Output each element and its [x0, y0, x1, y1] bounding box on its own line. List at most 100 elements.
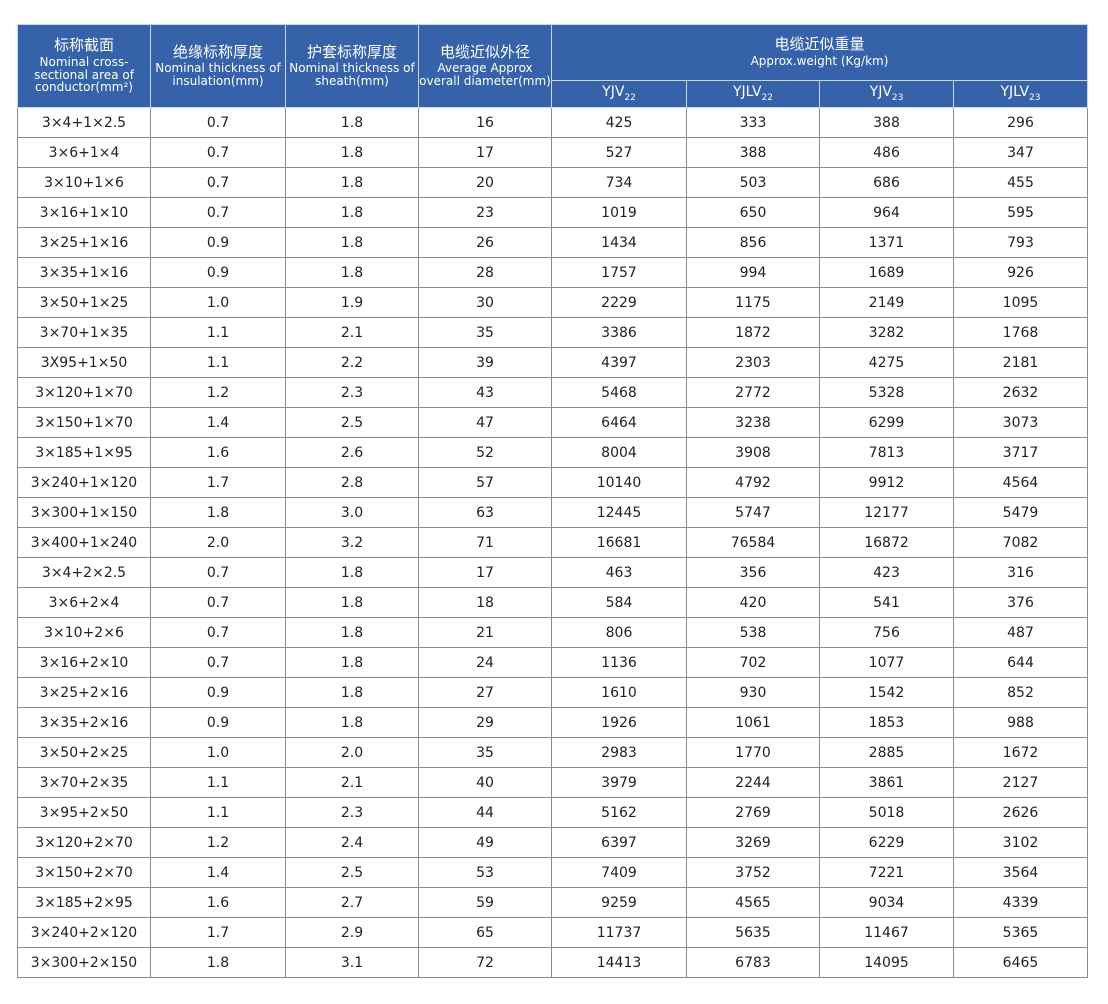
cell: 3717	[953, 437, 1088, 468]
header-zh: 护套标称厚度	[306, 42, 397, 61]
cell: 3×150+2×70	[17, 857, 151, 888]
data-row: 3×4+2×2.5 0.7 1.8 17 463 356 423 316	[17, 557, 1088, 588]
cell: 425	[551, 107, 687, 138]
cell: 3386	[551, 317, 687, 348]
cell: 1.9	[285, 287, 419, 318]
model-sub: 22	[761, 92, 773, 103]
group-en: Approx.weight (Kg/km)	[750, 54, 889, 69]
cell: 1175	[686, 287, 820, 318]
cell: 3×10+2×6	[17, 617, 151, 648]
cell: 1.8	[285, 197, 419, 228]
cell: 0.9	[150, 677, 286, 708]
cell: 7082	[953, 527, 1088, 558]
cell: 3×16+2×10	[17, 647, 151, 678]
cell: 3.1	[285, 947, 419, 978]
header-en: Nominal thickness of insulation(mm)	[155, 61, 281, 88]
cell: 1.7	[150, 467, 286, 498]
cell: 1926	[551, 707, 687, 738]
cell: 1.2	[150, 377, 286, 408]
cell: 1077	[819, 647, 954, 678]
cell: 49	[418, 827, 552, 858]
cell: 686	[819, 167, 954, 198]
data-row: 3×120+2×70 1.2 2.4 49 6397 3269 6229 3102	[17, 827, 1088, 858]
cell: 2181	[953, 347, 1088, 378]
cell: 3×4+2×2.5	[17, 557, 151, 588]
cell: 1.8	[285, 677, 419, 708]
cell: 3.0	[285, 497, 419, 528]
cell: 18	[418, 587, 552, 618]
cell: 1.8	[150, 497, 286, 528]
cell: 1872	[686, 317, 820, 348]
cell: 26	[418, 227, 552, 258]
cell: 4397	[551, 347, 687, 378]
cell: 40	[418, 767, 552, 798]
cell: 2149	[819, 287, 954, 318]
cell: 1095	[953, 287, 1088, 318]
cell: 3752	[686, 857, 820, 888]
model-name: YJV	[602, 83, 625, 100]
cell: 3×300+1×150	[17, 497, 151, 528]
cell: 0.7	[150, 197, 286, 228]
cell: 2244	[686, 767, 820, 798]
cell: 6465	[953, 947, 1088, 978]
cell: 23	[418, 197, 552, 228]
cell: 6464	[551, 407, 687, 438]
header-zh: 标称截面	[53, 36, 114, 55]
cell: 1.0	[150, 737, 286, 768]
cell: 856	[686, 227, 820, 258]
cell: 806	[551, 617, 687, 648]
subheader-cell: YJLV22	[686, 80, 820, 108]
cell: 2303	[686, 347, 820, 378]
cell: 9034	[819, 887, 954, 918]
data-row: 3×150+1×70 1.4 2.5 47 6464 3238 6299 3073	[17, 407, 1088, 438]
cell: 17	[418, 557, 552, 588]
data-row: 3×16+1×10 0.7 1.8 23 1019 650 964 595	[17, 197, 1088, 228]
cell: 1.8	[285, 107, 419, 138]
model-sub: 23	[1029, 92, 1041, 103]
cell: 1.8	[285, 647, 419, 678]
cell: 347	[953, 137, 1088, 168]
data-row: 3×10+1×6 0.7 1.8 20 734 503 686 455	[17, 167, 1088, 198]
cell: 463	[551, 557, 687, 588]
cell: 5365	[953, 917, 1088, 948]
cell: 3×185+1×95	[17, 437, 151, 468]
header-zh: 电缆近似外径	[439, 42, 530, 61]
model-sub: 22	[624, 92, 636, 103]
data-row: 3×240+2×120 1.7 2.9 65 11737 5635 11467 5365	[17, 917, 1088, 948]
cell: 388	[686, 137, 820, 168]
cell: 8004	[551, 437, 687, 468]
cell: 2.0	[150, 527, 286, 558]
cell: 35	[418, 317, 552, 348]
cell: 2229	[551, 287, 687, 318]
cell: 3564	[953, 857, 1088, 888]
cell: 0.7	[150, 167, 286, 198]
cell: 333	[686, 107, 820, 138]
cell: 487	[953, 617, 1088, 648]
cell: 4275	[819, 347, 954, 378]
cell: 1.8	[285, 557, 419, 588]
cell: 5468	[551, 377, 687, 408]
cell: 1.6	[150, 887, 286, 918]
data-row: 3×300+1×150 1.8 3.0 63 12445 5747 12177 5479	[17, 497, 1088, 528]
cell: 0.7	[150, 107, 286, 138]
data-row: 3×25+1×16 0.9 1.8 26 1434 856 1371 793	[17, 227, 1088, 258]
cell: 2.0	[285, 737, 419, 768]
cell: 584	[551, 587, 687, 618]
cell: 1853	[819, 707, 954, 738]
model-name: YJLV	[1000, 83, 1030, 100]
cell: 9912	[819, 467, 954, 498]
cell: 1.8	[285, 167, 419, 198]
data-row: 3×70+1×35 1.1 2.1 35 3386 1872 3282 1768	[17, 317, 1088, 348]
cell: 3269	[686, 827, 820, 858]
cell: 1136	[551, 647, 687, 678]
header-zh: 绝缘标称厚度	[172, 42, 263, 61]
cell: 756	[819, 617, 954, 648]
cell: 3×10+1×6	[17, 167, 151, 198]
cell: 2772	[686, 377, 820, 408]
cell: 930	[686, 677, 820, 708]
cell: 4792	[686, 467, 820, 498]
cell: 2.7	[285, 887, 419, 918]
cell: 2.5	[285, 407, 419, 438]
subheader-cell: YJV23	[819, 80, 954, 108]
subheader-cell: YJLV23	[953, 80, 1088, 108]
